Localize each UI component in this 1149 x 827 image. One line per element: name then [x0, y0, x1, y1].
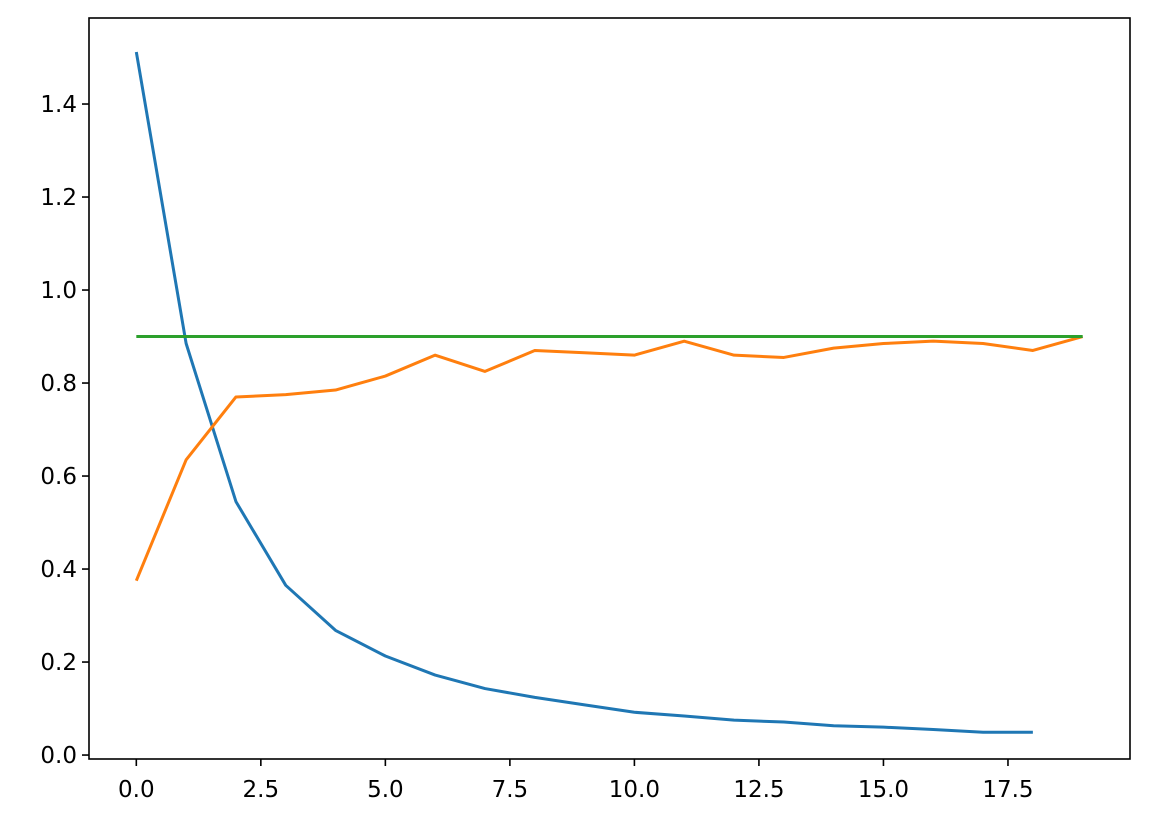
x-tick-label: 12.5 [733, 777, 784, 803]
x-tick-label: 0.0 [118, 777, 155, 803]
x-axis-ticks: 0.0 2.5 5.0 7.5 10.0 12.5 15.0 17.5 [118, 759, 1034, 803]
series-line-1 [134, 51, 1033, 734]
plot-background [89, 18, 1130, 759]
x-tick-label: 5.0 [367, 777, 404, 803]
series-line-2 [134, 335, 1084, 582]
x-tick-label: 17.5 [982, 777, 1033, 803]
x-tick-label: 7.5 [492, 777, 529, 803]
y-tick-label: 1.0 [40, 278, 77, 304]
y-tick-label: 0.6 [40, 464, 77, 490]
y-tick-label: 0.8 [40, 371, 77, 397]
series-layer [134, 51, 1084, 734]
y-tick-label: 1.4 [40, 92, 77, 118]
y-axis-ticks: 0.0 0.2 0.4 0.6 0.8 1.0 1.2 1.4 [40, 92, 89, 769]
plot-frame [88, 17, 1131, 760]
y-tick-label: 0.2 [40, 650, 77, 676]
y-tick-label: 0.0 [40, 743, 77, 769]
x-tick-label: 15.0 [858, 777, 909, 803]
x-tick-label: 2.5 [243, 777, 280, 803]
x-tick-label: 10.0 [609, 777, 660, 803]
y-tick-label: 1.2 [40, 185, 77, 211]
y-tick-label: 0.4 [40, 557, 77, 583]
